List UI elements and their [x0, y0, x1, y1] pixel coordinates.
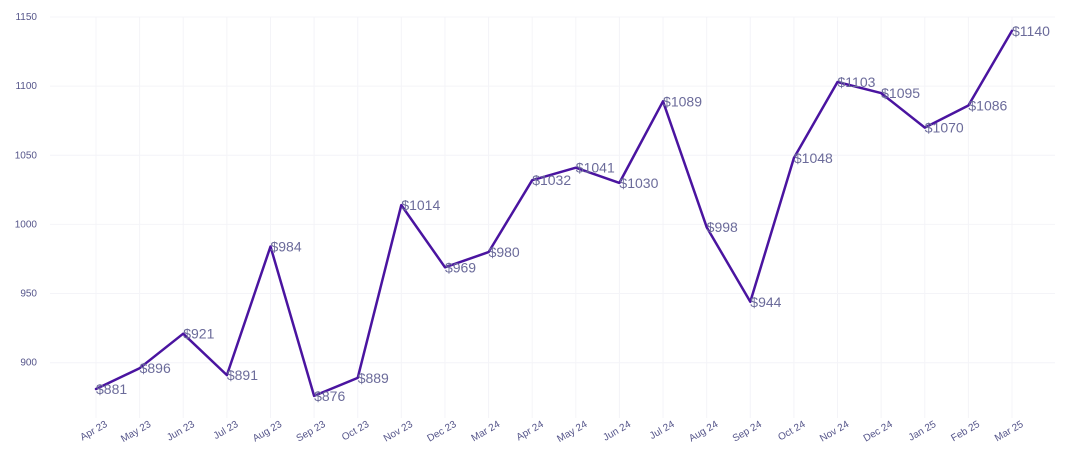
x-tick-label: Feb 25 — [949, 419, 982, 444]
data-label: $969 — [445, 259, 476, 275]
x-tick-label: Nov 23 — [382, 419, 415, 445]
data-label: $980 — [489, 244, 520, 260]
data-label: $876 — [314, 388, 345, 404]
data-label: $921 — [183, 326, 214, 342]
x-tick-label: Aug 23 — [251, 419, 284, 445]
x-tick-label: May 23 — [119, 419, 153, 445]
y-tick-label-1050: 1050 — [15, 150, 38, 161]
x-tick-label: Oct 24 — [776, 419, 807, 443]
x-tick-label: Dec 24 — [862, 419, 895, 445]
series-line-0 — [94, 29, 1014, 398]
x-tick-label: Jun 24 — [601, 419, 633, 444]
x-tick-label: Dec 23 — [426, 419, 459, 445]
x-tick-label: Oct 23 — [340, 419, 371, 443]
data-label: $881 — [96, 381, 127, 397]
y-tick-label-1150: 1150 — [15, 12, 37, 23]
x-tick-label: Nov 24 — [818, 419, 851, 445]
x-tick-label: Jun 23 — [165, 419, 197, 444]
data-label: $1070 — [925, 120, 964, 136]
x-tick-label: Mar 25 — [993, 419, 1026, 444]
data-label: $1048 — [794, 150, 833, 166]
data-label: $1014 — [401, 197, 440, 213]
y-tick-label-1000: 1000 — [15, 219, 38, 230]
y-axis-ticks: 900 950 1000 1050 1100 1150 — [15, 12, 38, 369]
y-tick-label-950: 950 — [20, 289, 37, 300]
data-labels: $881 $896 $921 $891 $984 $876 $889 $1014 $969 $98… — [96, 23, 1050, 404]
data-label: $1086 — [968, 97, 1007, 113]
data-label: $889 — [358, 370, 389, 386]
y-tick-label-900: 900 — [20, 358, 37, 369]
data-label: $1030 — [619, 175, 658, 191]
data-label: $984 — [270, 239, 301, 255]
x-tick-label: Sep 24 — [731, 419, 764, 445]
x-tick-label: Jul 24 — [648, 419, 677, 442]
data-label: $1089 — [663, 93, 702, 109]
data-label: $1032 — [532, 172, 571, 188]
data-label: $891 — [227, 367, 258, 383]
data-label: $1095 — [881, 85, 920, 101]
data-label: $998 — [707, 219, 738, 235]
y-tick-label-1100: 1100 — [15, 81, 37, 92]
x-tick-label: Apr 23 — [78, 419, 109, 443]
data-label: $1140 — [1012, 23, 1050, 39]
data-label: $1103 — [838, 74, 876, 90]
x-tick-label: Aug 24 — [687, 419, 720, 445]
x-tick-label: Apr 24 — [515, 419, 546, 443]
grid-layer — [50, 16, 1055, 418]
data-label: $896 — [140, 360, 171, 376]
data-label: $944 — [750, 294, 781, 310]
data-label: $1041 — [576, 160, 615, 176]
x-tick-label: Jan 25 — [907, 419, 939, 444]
x-axis-ticks: Apr 23 May 23 Jun 23 Jul 23 Aug 23 Sep 23 Oct … — [78, 419, 1025, 445]
x-tick-label: May 24 — [555, 419, 589, 445]
x-tick-label: Jul 23 — [212, 419, 241, 442]
x-tick-label: Mar 24 — [470, 419, 503, 444]
x-tick-label: Sep 23 — [295, 419, 328, 445]
series-layer — [94, 29, 1014, 398]
